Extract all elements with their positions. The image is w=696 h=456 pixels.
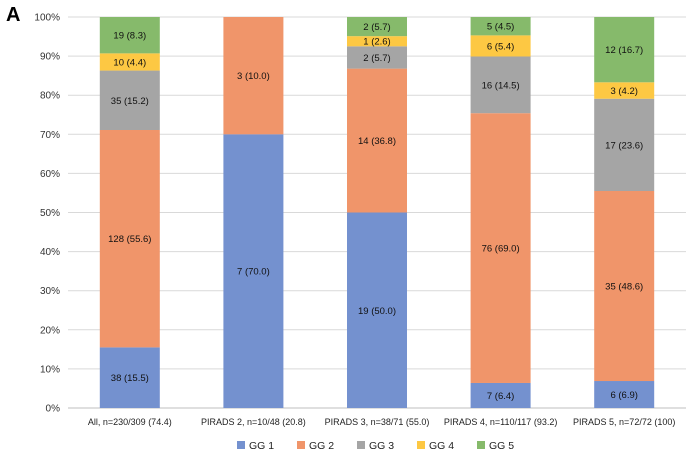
data-label: 76 (69.0) [482, 244, 520, 255]
data-label: 3 (4.2) [610, 86, 637, 97]
bar-segment [470, 113, 531, 383]
x-tick-label: PIRADS 5, n=72/72 (100) [573, 417, 675, 427]
legend-label: GG 5 [489, 440, 514, 452]
y-tick-label: 80% [40, 91, 60, 102]
y-axis: 0% 10% 20% 30% 40% 50% 60% 70% 80% 90% 100% [34, 13, 60, 415]
data-label: 35 (15.2) [111, 96, 149, 107]
legend-swatch [477, 441, 485, 449]
data-label: 1 (2.6) [363, 37, 390, 48]
bar-segment [470, 35, 531, 57]
x-tick-label: PIRADS 4, n=110/117 (93.2) [444, 417, 557, 427]
legend-swatch [357, 441, 365, 449]
data-label: 10 (4.4) [113, 57, 146, 68]
data-label: 6 (6.9) [610, 390, 637, 401]
y-tick-label: 70% [40, 130, 60, 141]
bar-segment [347, 36, 407, 47]
data-label: 128 (55.6) [108, 234, 151, 245]
bar-segment [223, 134, 284, 409]
bar-segment [594, 381, 655, 408]
bars: 38 (15.5) 128 (55.6) 35 (15.2) 10 (4.4) 19 (… [99, 17, 655, 409]
panel-label: A [6, 4, 21, 26]
bar-segment [470, 382, 531, 408]
legend-label: GG 1 [249, 440, 274, 452]
data-label: 2 (5.7) [363, 22, 390, 33]
y-tick-label: 10% [40, 364, 60, 375]
x-axis: All, n=230/309 (74.4) PIRADS 2, n=10/48 (… [88, 417, 675, 427]
bar-segment [347, 212, 407, 408]
data-label: 7 (70.0) [237, 267, 270, 278]
y-tick-label: 90% [40, 52, 60, 63]
y-tick-label: 20% [40, 325, 60, 336]
bar-segment [99, 347, 160, 408]
data-label: 2 (5.7) [363, 53, 390, 64]
y-tick-label: 50% [40, 208, 60, 219]
legend-label: GG 3 [369, 440, 394, 452]
data-label: 7 (6.4) [487, 391, 514, 402]
bar-segment [223, 17, 284, 135]
bar-segment [594, 17, 655, 83]
x-tick-label: PIRADS 3, n=38/71 (55.0) [325, 417, 430, 427]
y-tick-label: 60% [40, 169, 60, 180]
bar-segment [99, 70, 160, 130]
bar-segment [594, 82, 655, 99]
x-tick-label: All, n=230/309 (74.4) [88, 417, 172, 427]
bar-segment [470, 56, 531, 114]
data-label: 5 (4.5) [487, 22, 514, 33]
bar-segment [594, 190, 655, 382]
bar-segment [99, 17, 160, 54]
data-label: 17 (23.6) [605, 140, 643, 151]
y-tick-label: 0% [46, 404, 61, 415]
bar-segment [347, 46, 407, 69]
data-label: 14 (36.8) [358, 136, 396, 147]
data-label: 3 (10.0) [237, 71, 270, 82]
data-label: 6 (5.4) [487, 41, 514, 52]
legend-swatch [297, 441, 305, 449]
bar-segment [470, 17, 531, 36]
bar-segment [99, 53, 160, 71]
legend-swatch [237, 441, 245, 449]
data-label: 38 (15.5) [111, 373, 149, 384]
y-tick-label: 100% [34, 13, 60, 24]
x-tick-label: PIRADS 2, n=10/48 (20.8) [201, 417, 306, 427]
bar-segment [347, 68, 407, 213]
bar-segment [594, 98, 655, 191]
legend-swatch [417, 441, 425, 449]
bar-segment [99, 129, 160, 348]
data-label: 35 (48.6) [605, 282, 643, 293]
data-label: 16 (14.5) [482, 80, 520, 91]
legend: GG 1 GG 2 GG 3 GG 4 GG 5 [237, 440, 514, 452]
bar-segment [347, 17, 407, 37]
data-label: 19 (8.3) [113, 31, 146, 42]
legend-label: GG 4 [429, 440, 454, 452]
y-tick-label: 30% [40, 286, 60, 297]
data-label: 12 (16.7) [605, 45, 643, 56]
legend-label: GG 2 [309, 440, 334, 452]
y-tick-label: 40% [40, 247, 60, 258]
data-label: 19 (50.0) [358, 306, 396, 317]
